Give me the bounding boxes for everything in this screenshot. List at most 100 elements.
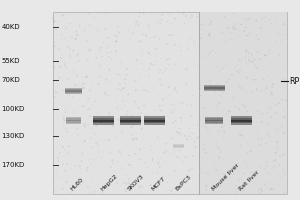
Point xyxy=(85,75,89,78)
Point xyxy=(84,39,89,43)
Point xyxy=(115,73,120,76)
Point xyxy=(129,133,134,137)
Point xyxy=(187,135,192,138)
Point xyxy=(57,175,62,178)
Point xyxy=(245,76,250,79)
Point xyxy=(145,166,150,169)
Point xyxy=(184,174,189,177)
Point xyxy=(134,88,138,92)
Point xyxy=(73,38,78,41)
Point xyxy=(136,184,141,188)
Point xyxy=(139,52,144,55)
Point xyxy=(134,20,139,23)
Point xyxy=(184,82,189,85)
Point xyxy=(218,69,223,72)
Point xyxy=(282,23,286,26)
Point xyxy=(64,127,68,130)
Bar xyxy=(204,87,225,89)
Point xyxy=(268,51,273,54)
Bar xyxy=(231,116,252,118)
Point xyxy=(270,188,274,191)
Bar xyxy=(173,146,184,147)
Point xyxy=(61,163,65,166)
Point xyxy=(221,157,226,160)
Point xyxy=(60,89,65,92)
Point xyxy=(66,145,71,148)
Point xyxy=(104,146,109,149)
Point xyxy=(78,167,83,170)
Point xyxy=(50,65,55,68)
Point xyxy=(61,14,66,17)
Point xyxy=(125,110,130,113)
Text: 100KD: 100KD xyxy=(2,106,25,112)
Point xyxy=(214,142,219,145)
Point xyxy=(160,120,164,123)
Point xyxy=(236,51,240,54)
Point xyxy=(86,12,91,15)
Point xyxy=(81,82,86,85)
Point xyxy=(110,159,115,162)
Point xyxy=(224,164,228,167)
Bar xyxy=(66,123,81,124)
Point xyxy=(96,150,101,154)
Point xyxy=(127,163,131,166)
Point xyxy=(103,27,107,31)
Point xyxy=(75,167,80,170)
Point xyxy=(76,23,81,26)
Text: RPN1: RPN1 xyxy=(290,76,300,86)
Point xyxy=(86,58,91,61)
Point xyxy=(234,184,239,187)
Point xyxy=(272,159,276,163)
Point xyxy=(141,133,146,136)
Point xyxy=(255,132,260,135)
Point xyxy=(280,125,284,128)
Point xyxy=(171,192,176,195)
Point xyxy=(147,122,152,125)
Point xyxy=(81,181,86,184)
Point xyxy=(111,33,116,37)
Point xyxy=(61,122,66,126)
Point xyxy=(109,175,114,179)
Point xyxy=(162,70,167,73)
Point xyxy=(71,71,76,75)
Point xyxy=(136,187,141,190)
Point xyxy=(184,67,189,70)
Point xyxy=(249,60,254,63)
Point xyxy=(214,51,218,55)
Point xyxy=(114,50,118,53)
Point xyxy=(122,104,127,107)
Point xyxy=(263,142,268,145)
Point xyxy=(167,34,172,37)
Point xyxy=(158,22,163,25)
Point xyxy=(276,32,281,35)
Point xyxy=(164,67,169,70)
Point xyxy=(182,22,187,25)
Text: HepG2: HepG2 xyxy=(100,173,119,192)
Point xyxy=(108,69,113,72)
Point xyxy=(87,49,92,53)
Point xyxy=(282,132,286,135)
Point xyxy=(105,51,110,55)
Point xyxy=(259,23,264,26)
Point xyxy=(164,58,169,61)
Point xyxy=(218,191,222,194)
Point xyxy=(91,127,95,130)
Point xyxy=(59,176,64,179)
Point xyxy=(246,177,250,180)
Point xyxy=(52,41,57,45)
Point xyxy=(239,86,244,90)
Point xyxy=(82,86,86,90)
Point xyxy=(281,153,286,156)
Point xyxy=(204,51,209,55)
Point xyxy=(260,137,264,140)
Point xyxy=(224,80,229,83)
Point xyxy=(170,34,175,37)
Point xyxy=(278,40,283,43)
Point xyxy=(79,83,84,86)
Point xyxy=(190,167,194,170)
Point xyxy=(272,17,277,20)
Point xyxy=(115,30,119,33)
Point xyxy=(64,108,68,111)
Bar xyxy=(144,123,165,125)
Point xyxy=(179,116,184,119)
